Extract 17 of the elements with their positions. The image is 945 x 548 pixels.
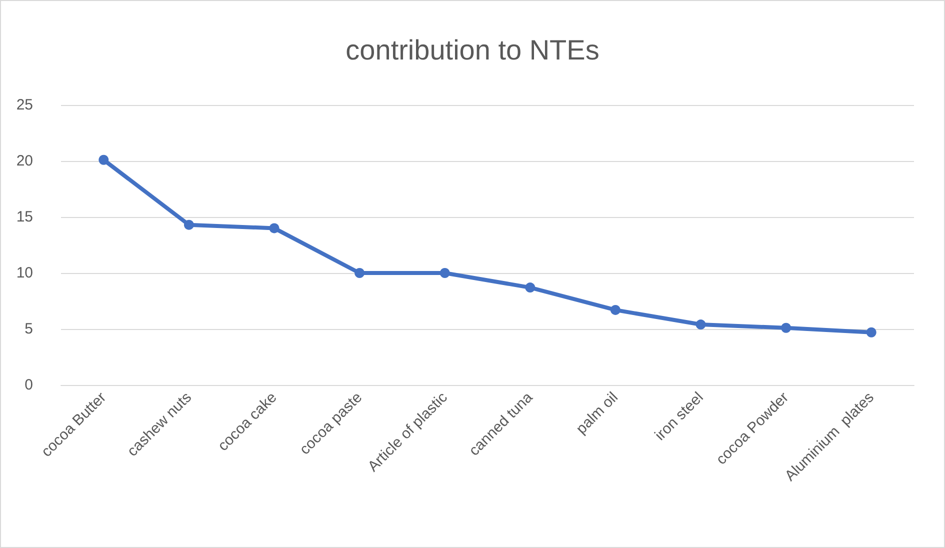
y-tick-label: 15 [16, 208, 33, 226]
point [354, 268, 365, 278]
y-tick-label: 20 [16, 152, 33, 170]
point [184, 220, 194, 230]
point [440, 268, 450, 278]
point [525, 282, 536, 293]
y-tick-label: 0 [24, 376, 33, 394]
point [781, 322, 792, 333]
y-tick-label: 25 [16, 96, 33, 114]
point [866, 327, 876, 338]
point [696, 320, 706, 330]
point [610, 304, 620, 315]
y-tick-label: 5 [24, 320, 33, 338]
chart-title: contribution to NTEs [346, 34, 600, 66]
y-tick-label: 10 [16, 264, 33, 282]
point [98, 154, 109, 165]
point [269, 223, 280, 234]
